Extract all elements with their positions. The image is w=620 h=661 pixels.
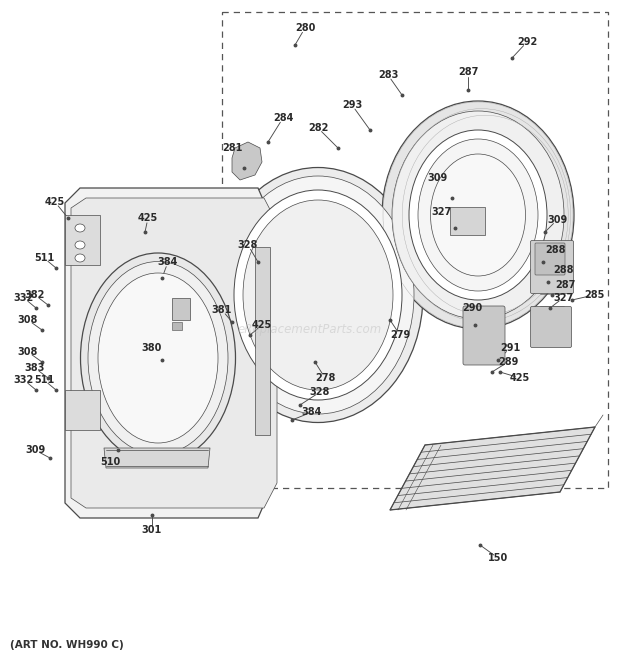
Text: 511: 511 [34,375,54,385]
Bar [172,298,190,320]
Ellipse shape [75,224,85,232]
Text: 308: 308 [18,315,38,325]
Text: 293: 293 [342,100,362,110]
Bar [172,322,182,330]
Polygon shape [232,142,262,180]
Text: 284: 284 [273,113,293,123]
Text: 384: 384 [158,257,178,267]
Polygon shape [104,448,210,468]
Text: 425: 425 [138,213,158,223]
Polygon shape [71,198,277,508]
Ellipse shape [234,190,402,400]
Text: 287: 287 [458,67,478,77]
Bar [450,207,485,235]
Text: 425: 425 [510,373,530,383]
Text: 327: 327 [432,207,452,217]
Ellipse shape [243,200,393,390]
Polygon shape [65,215,100,265]
Ellipse shape [418,139,538,291]
Text: 301: 301 [142,525,162,535]
Text: 150: 150 [488,553,508,563]
Text: 278: 278 [315,373,335,383]
Ellipse shape [392,111,564,319]
Text: 309: 309 [547,215,567,225]
Text: 288: 288 [553,265,574,275]
Text: 384: 384 [302,407,322,417]
Text: 332: 332 [14,375,34,385]
Text: 381: 381 [212,305,232,315]
Text: 308: 308 [18,347,38,357]
Text: 281: 281 [222,143,242,153]
FancyBboxPatch shape [531,307,572,348]
Text: 282: 282 [308,123,328,133]
Text: 510: 510 [100,457,120,467]
Text: 328: 328 [238,240,258,250]
Text: 279: 279 [390,330,410,340]
Text: 283: 283 [378,70,398,80]
Ellipse shape [213,167,423,422]
Text: (ART NO. WH990 C): (ART NO. WH990 C) [10,640,124,650]
Ellipse shape [222,176,414,414]
Text: 287: 287 [555,280,575,290]
Ellipse shape [409,130,547,300]
Text: 332: 332 [14,293,34,303]
Text: 328: 328 [310,387,330,397]
Text: eReplacementParts.com: eReplacementParts.com [238,323,382,336]
FancyBboxPatch shape [535,243,565,275]
Text: 327: 327 [553,293,573,303]
Text: 280: 280 [295,23,315,33]
Polygon shape [65,188,271,518]
Text: 309: 309 [25,445,45,455]
Polygon shape [390,427,595,510]
Bar [255,247,270,435]
Ellipse shape [382,101,574,329]
Text: 383: 383 [25,363,45,373]
Text: 511: 511 [34,253,54,263]
Text: 309: 309 [428,173,448,183]
Ellipse shape [98,273,218,443]
Text: 291: 291 [500,343,520,353]
Text: 289: 289 [498,357,518,367]
Text: 288: 288 [546,245,566,255]
Ellipse shape [430,154,526,276]
Text: 382: 382 [25,290,45,300]
Ellipse shape [75,254,85,262]
FancyBboxPatch shape [463,306,505,365]
Text: 290: 290 [462,303,482,313]
Ellipse shape [81,253,236,463]
Text: 285: 285 [584,290,604,300]
Text: 425: 425 [45,197,65,207]
Ellipse shape [88,262,228,455]
Text: 380: 380 [142,343,162,353]
Text: 292: 292 [517,37,537,47]
Polygon shape [65,390,100,430]
Ellipse shape [75,241,85,249]
FancyBboxPatch shape [531,241,574,293]
Text: 425: 425 [252,320,272,330]
